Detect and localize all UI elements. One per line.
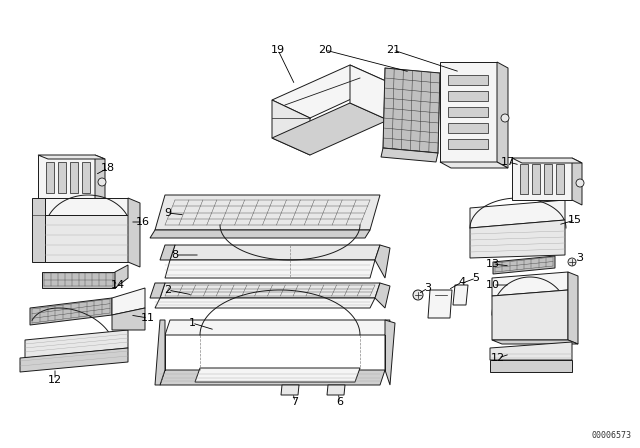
Polygon shape — [160, 283, 380, 298]
Text: 8: 8 — [172, 250, 179, 260]
Polygon shape — [150, 283, 165, 298]
Circle shape — [501, 114, 509, 122]
Polygon shape — [112, 308, 145, 330]
Polygon shape — [25, 330, 128, 358]
Polygon shape — [520, 164, 528, 194]
Polygon shape — [38, 155, 105, 159]
Polygon shape — [38, 155, 95, 200]
Text: 16: 16 — [136, 217, 150, 227]
Text: 6: 6 — [337, 397, 344, 407]
Text: 00006573: 00006573 — [592, 431, 632, 440]
Polygon shape — [95, 155, 105, 204]
Polygon shape — [492, 290, 568, 340]
Polygon shape — [45, 215, 128, 262]
Text: 3: 3 — [424, 283, 431, 293]
Polygon shape — [112, 288, 145, 315]
Text: 2: 2 — [164, 285, 172, 295]
Polygon shape — [58, 162, 66, 193]
Text: 15: 15 — [568, 215, 582, 225]
Text: 11: 11 — [141, 313, 155, 323]
Polygon shape — [448, 91, 488, 101]
Polygon shape — [155, 298, 375, 308]
Polygon shape — [160, 370, 385, 385]
Polygon shape — [428, 290, 452, 318]
Polygon shape — [572, 158, 582, 205]
Polygon shape — [281, 385, 299, 395]
Polygon shape — [448, 123, 488, 133]
Polygon shape — [195, 368, 360, 382]
Polygon shape — [327, 385, 345, 395]
Polygon shape — [82, 162, 90, 193]
Polygon shape — [544, 164, 552, 194]
Polygon shape — [272, 103, 388, 155]
Text: 18: 18 — [101, 163, 115, 173]
Polygon shape — [470, 200, 565, 228]
Text: 21: 21 — [386, 45, 400, 55]
Polygon shape — [165, 320, 390, 335]
Polygon shape — [32, 198, 45, 262]
Polygon shape — [492, 272, 568, 296]
Text: 13: 13 — [486, 259, 500, 269]
Polygon shape — [490, 342, 572, 360]
Polygon shape — [448, 107, 488, 117]
Polygon shape — [20, 348, 128, 372]
Polygon shape — [375, 283, 390, 308]
Polygon shape — [556, 164, 564, 194]
Polygon shape — [440, 162, 508, 168]
Polygon shape — [532, 164, 540, 194]
Polygon shape — [490, 360, 572, 372]
Polygon shape — [155, 320, 165, 385]
Polygon shape — [155, 195, 380, 230]
Text: 19: 19 — [271, 45, 285, 55]
Polygon shape — [492, 340, 578, 344]
Polygon shape — [70, 162, 78, 193]
Polygon shape — [165, 260, 375, 278]
Text: 17: 17 — [501, 157, 515, 167]
Circle shape — [576, 179, 584, 187]
Polygon shape — [381, 148, 438, 162]
Polygon shape — [493, 256, 555, 274]
Text: 7: 7 — [291, 397, 299, 407]
Polygon shape — [385, 320, 395, 385]
Polygon shape — [448, 75, 488, 85]
Polygon shape — [30, 298, 112, 325]
Text: 4: 4 — [458, 277, 465, 287]
Polygon shape — [115, 265, 128, 288]
Polygon shape — [150, 230, 370, 238]
Polygon shape — [160, 245, 175, 260]
Text: 12: 12 — [48, 375, 62, 385]
Polygon shape — [128, 198, 140, 267]
Polygon shape — [497, 62, 508, 168]
Circle shape — [413, 290, 423, 300]
Text: 12: 12 — [491, 353, 505, 363]
Text: 14: 14 — [111, 280, 125, 290]
Polygon shape — [272, 65, 388, 118]
Polygon shape — [383, 68, 440, 153]
Text: 9: 9 — [164, 208, 172, 218]
Polygon shape — [512, 158, 572, 200]
Polygon shape — [440, 62, 497, 162]
Polygon shape — [42, 272, 115, 288]
Polygon shape — [272, 100, 310, 155]
Polygon shape — [375, 245, 390, 278]
Circle shape — [98, 178, 106, 186]
Polygon shape — [448, 139, 488, 149]
Polygon shape — [45, 198, 128, 215]
Text: 10: 10 — [486, 280, 500, 290]
Polygon shape — [470, 220, 565, 258]
Text: 1: 1 — [189, 318, 195, 328]
Text: 3: 3 — [577, 253, 584, 263]
Polygon shape — [170, 245, 380, 260]
Text: 5: 5 — [472, 273, 479, 283]
Polygon shape — [453, 285, 468, 305]
Polygon shape — [46, 162, 54, 193]
Circle shape — [568, 258, 576, 266]
Polygon shape — [512, 158, 582, 163]
Polygon shape — [568, 272, 578, 344]
Text: 20: 20 — [318, 45, 332, 55]
Polygon shape — [350, 65, 388, 120]
